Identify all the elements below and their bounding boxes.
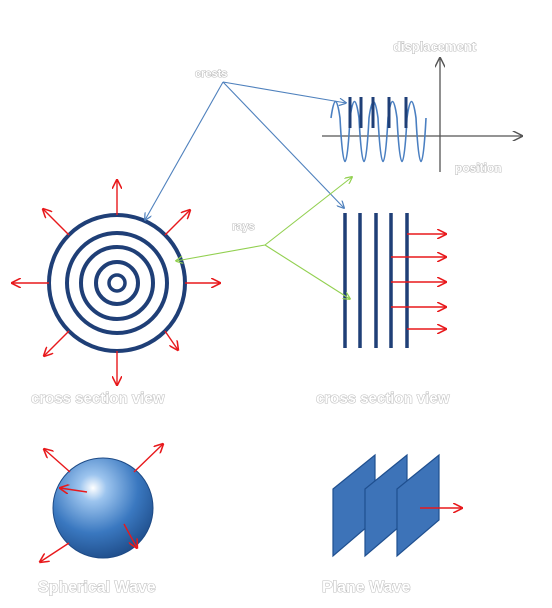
- ray-arrow: [44, 330, 70, 356]
- wavefront-ring: [47, 213, 187, 353]
- plane-sheet: [396, 453, 440, 558]
- cross-section-view-right-label: cross section view: [316, 390, 450, 407]
- rays-pointer-arrow: [176, 244, 266, 261]
- rays-pointer-arrow: [264, 177, 352, 246]
- ray-arrow: [43, 209, 70, 236]
- plane-wavefronts: [343, 213, 409, 348]
- radial-rays: [12, 180, 220, 385]
- crests-pointer-arrow: [145, 81, 224, 220]
- wavefront-ring: [94, 260, 140, 306]
- ray-arrow: [60, 488, 88, 492]
- ray-arrow: [164, 330, 178, 350]
- displacement-label: displacement: [393, 39, 477, 54]
- crests-label: crests: [195, 68, 227, 80]
- oscillation-curve: [330, 100, 427, 162]
- concentric-wavefronts: [47, 213, 187, 353]
- crests-pointers: [145, 81, 346, 220]
- rays-pointer-arrow: [264, 244, 350, 299]
- plane-wave-label: Plane Wave: [322, 579, 410, 596]
- ray-arrow: [123, 523, 137, 548]
- rays-pointers: [176, 177, 352, 299]
- wavefront-ring: [107, 273, 127, 293]
- crests-pointer-arrow: [222, 81, 344, 208]
- displacement-plot: [322, 58, 522, 172]
- cross-section-view-left-label: cross section view: [31, 390, 165, 407]
- wavefront-ring: [79, 245, 155, 321]
- spherical-wave-label: Spherical Wave: [38, 579, 156, 596]
- ray-arrow: [133, 444, 163, 473]
- plane-wave-illustration: [332, 453, 462, 558]
- rays-label: rays: [232, 221, 255, 233]
- sphere: [52, 457, 154, 559]
- plane-rays: [391, 234, 446, 329]
- ray-arrow: [40, 542, 70, 562]
- spherical-wave-illustration: [40, 444, 163, 562]
- position-label: position: [455, 161, 502, 175]
- wavefront-ring: [65, 231, 169, 335]
- ray-arrow: [44, 449, 71, 473]
- ray-arrow: [164, 210, 190, 236]
- crests-pointer-arrow: [222, 81, 346, 103]
